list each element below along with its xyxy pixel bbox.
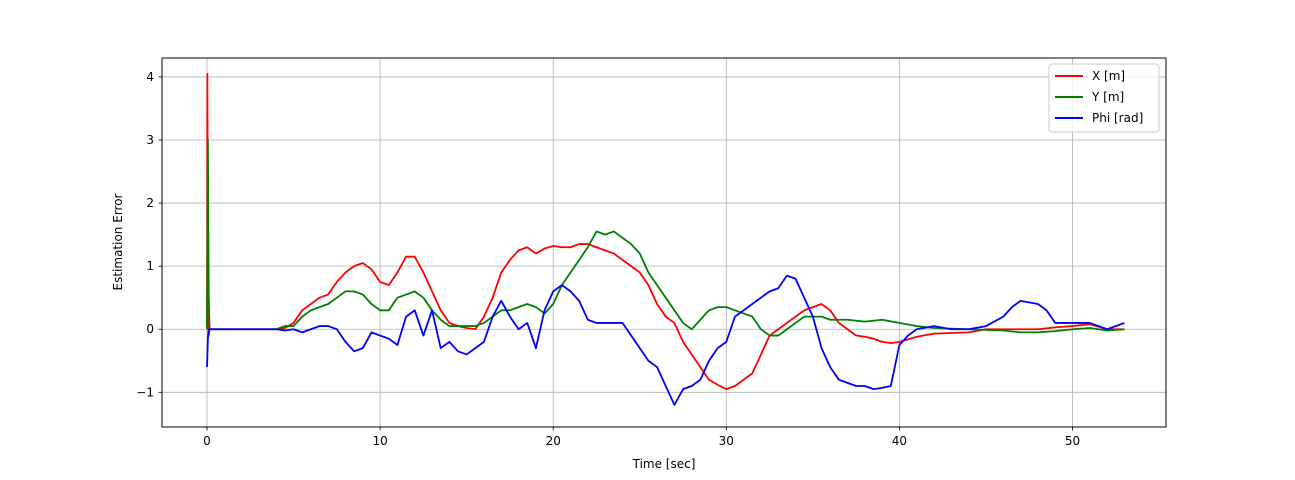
legend: X [m] Y [m] Phi [rad]: [1048, 63, 1160, 133]
legend-box: [1048, 63, 1160, 133]
legend-label-phi: Phi [rad]: [1092, 111, 1143, 125]
x-tick-label: 0: [203, 434, 211, 448]
y-tick-label: 1: [146, 259, 154, 273]
x-tick-label: 40: [892, 434, 907, 448]
x-tick-label: 50: [1065, 434, 1080, 448]
y-tick-label: −1: [136, 385, 154, 399]
y-tick-label: 0: [146, 322, 154, 336]
grid: [162, 58, 1166, 427]
x-tick-label: 20: [546, 434, 561, 448]
legend-label-x: X [m]: [1092, 69, 1125, 83]
y-axis-label: Estimation Error: [111, 193, 125, 290]
x-axis-label: Time [sec]: [632, 457, 696, 471]
series-line-phi: [206, 274, 1125, 406]
series-line-y: [206, 139, 1125, 337]
series-line-x: [206, 72, 1125, 391]
legend-label-y: Y [m]: [1091, 90, 1124, 104]
ticks: 0 10 20 30 40 50 −1 0 1 2 3 4: [136, 70, 1080, 448]
x-tick-label: 30: [719, 434, 734, 448]
y-tick-label: 3: [146, 133, 154, 147]
y-tick-label: 2: [146, 196, 154, 210]
plot-frame: [161, 57, 1167, 428]
y-tick-label: 4: [146, 70, 154, 84]
x-tick-label: 10: [372, 434, 387, 448]
series-lines: [206, 72, 1125, 406]
